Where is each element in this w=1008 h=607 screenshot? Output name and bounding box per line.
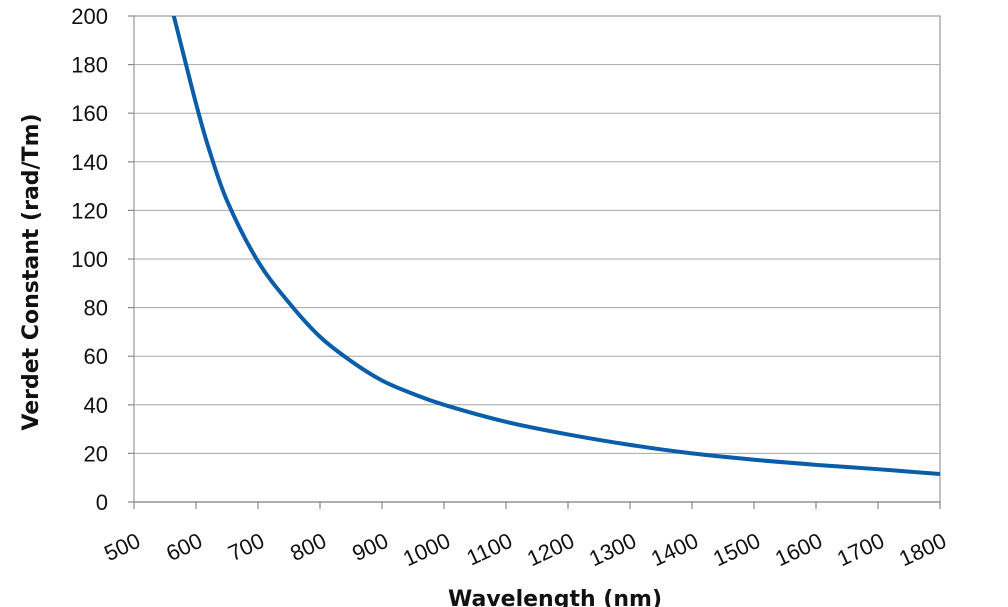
- x-tick-label: 1200: [523, 528, 578, 571]
- x-tick-label: 600: [162, 528, 206, 566]
- x-tick-label: 1700: [833, 528, 888, 571]
- y-tick-label: 20: [84, 441, 108, 466]
- x-tick-label: 1300: [585, 528, 640, 571]
- x-tick-label: 800: [286, 528, 330, 566]
- y-tick-label: 100: [71, 247, 108, 272]
- series-line-0: [171, 16, 940, 477]
- y-tick-label: 60: [84, 344, 108, 369]
- x-axis-title: Wavelength (nm): [448, 587, 662, 607]
- x-tick-label: 700: [224, 528, 268, 566]
- y-tick-label: 120: [71, 198, 108, 223]
- y-tick-label: 200: [71, 4, 108, 29]
- y-tick-label: 180: [71, 53, 108, 78]
- y-tick-label: 160: [71, 101, 108, 126]
- y-tick-label: 40: [84, 393, 108, 418]
- y-tick-label: 0: [96, 490, 108, 515]
- y-tick-label: 80: [84, 296, 108, 321]
- y-axis-title: Verdet Constant (rad/Tm): [19, 113, 44, 430]
- x-tick-label: 1000: [399, 528, 454, 571]
- x-tick-label: 1400: [647, 528, 702, 571]
- x-tick-label: 1800: [895, 528, 950, 571]
- series-layer: [171, 16, 940, 477]
- y-axis-ticks: 0 20 40 60 80 100 120 140 160 180 200: [71, 4, 134, 515]
- x-axis-ticks: 500 600 700 800 900 1000 1100 1200 1300 1400 1500 1…: [100, 501, 950, 571]
- x-tick-label: 1600: [771, 528, 826, 571]
- x-tick-label: 1500: [709, 528, 764, 571]
- x-tick-label: 900: [348, 528, 392, 566]
- x-tick-label: 1100: [463, 528, 516, 571]
- x-tick-label: 500: [100, 528, 144, 566]
- gridlines: [134, 64, 940, 454]
- y-tick-label: 140: [71, 150, 108, 175]
